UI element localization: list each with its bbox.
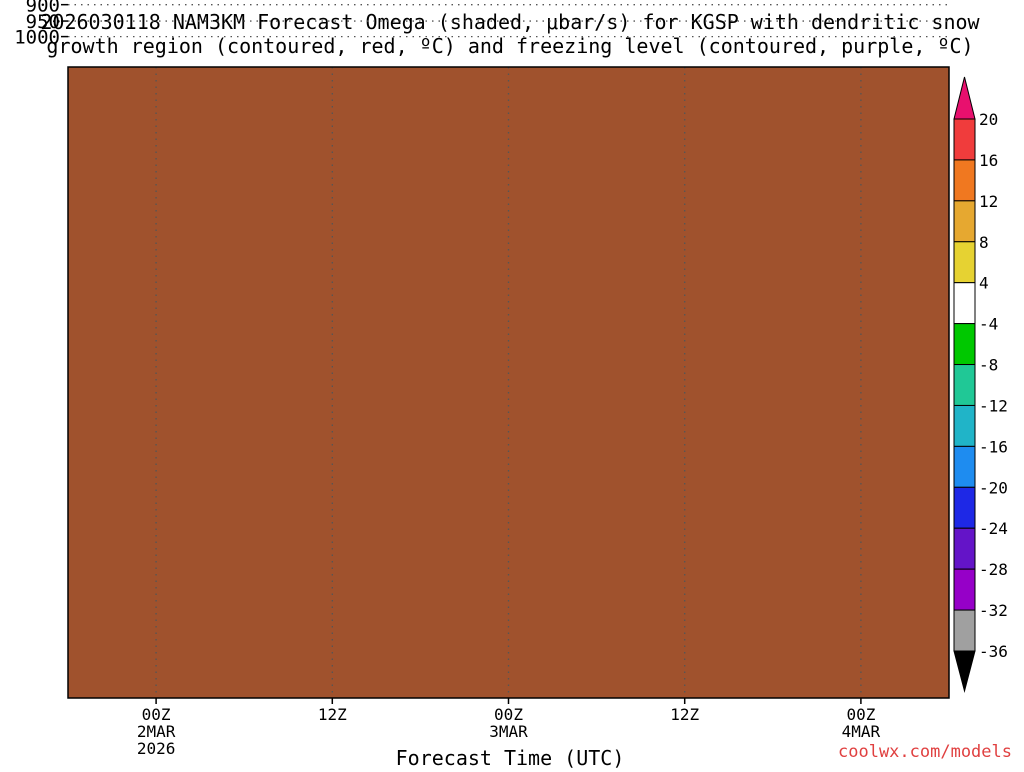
- colorbar-label: -20: [979, 478, 1008, 497]
- colorbar-label: -24: [979, 519, 1008, 538]
- colorbar-label: -32: [979, 601, 1008, 620]
- x-tick-label: 00Z: [846, 705, 875, 724]
- colorbar-swatch: [953, 486, 976, 529]
- colorbar-label: 16: [979, 151, 998, 170]
- colorbar-label: -4: [979, 315, 998, 334]
- colorbar-swatch: [953, 241, 976, 284]
- colorbar-swatch: [953, 609, 976, 652]
- x-tick-label: 00Z: [494, 705, 523, 724]
- colorbar-label: 4: [979, 274, 989, 293]
- colorbar-swatch: [953, 282, 976, 325]
- x-axis-label: Forecast Time (UTC): [396, 746, 625, 768]
- x-tick-label: 3MAR: [489, 722, 528, 741]
- colorbar-swatch: [953, 323, 976, 366]
- y-tick-label: 950: [26, 11, 60, 33]
- x-tick-label: 2MAR: [137, 722, 176, 741]
- colorbar-swatch: [953, 200, 976, 243]
- terrain-fill: [68, 67, 949, 698]
- colorbar-label: -8: [979, 356, 998, 375]
- y-axis: 2503003504004505005506006507007508008509…: [14, 0, 68, 49]
- gridlines: [68, 4, 949, 698]
- x-tick-label: 00Z: [142, 705, 171, 724]
- colorbar-swatch: [953, 159, 976, 202]
- chart-title-line-1: 2026030118 NAM3KM Forecast Omega (shaded…: [40, 10, 980, 34]
- colorbar-swatch: [953, 527, 976, 570]
- x-tick-label: 12Z: [318, 705, 347, 724]
- colorbar-label: -16: [979, 437, 1008, 456]
- watermark: coolwx.com/models: [838, 742, 1012, 762]
- colorbar-swatch: [953, 404, 976, 447]
- x-tick-label: 4MAR: [842, 722, 881, 741]
- colorbar-swatch: [953, 445, 976, 488]
- colorbar-swatch: [953, 364, 976, 406]
- colorbar-label: 8: [979, 233, 989, 252]
- colorbar-swatch: [953, 118, 976, 161]
- y-tick-label: 1000: [14, 27, 60, 49]
- chart-title-line-2: growth region (contoured, red, ºC) and f…: [46, 34, 973, 58]
- x-tick-label: 12Z: [670, 705, 699, 724]
- colorbar-label: 20: [979, 110, 998, 129]
- colorbar-label: -36: [979, 642, 1008, 661]
- x-tick-label: 2026: [137, 739, 176, 758]
- y-tick-label: 900: [26, 0, 60, 17]
- colorbar-swatch: [953, 568, 976, 611]
- terrain-layer: [68, 67, 949, 698]
- colorbar-label: -28: [979, 560, 1008, 579]
- colorbar-bottom-arrow: [953, 650, 976, 693]
- colorbar-label: 12: [979, 192, 998, 211]
- colorbar-label: -12: [979, 396, 1008, 415]
- colorbar-legend: 20 16 12 8 4 -4 -8 -12 -16 -20 -24 -28 -32 -36: [953, 76, 1008, 693]
